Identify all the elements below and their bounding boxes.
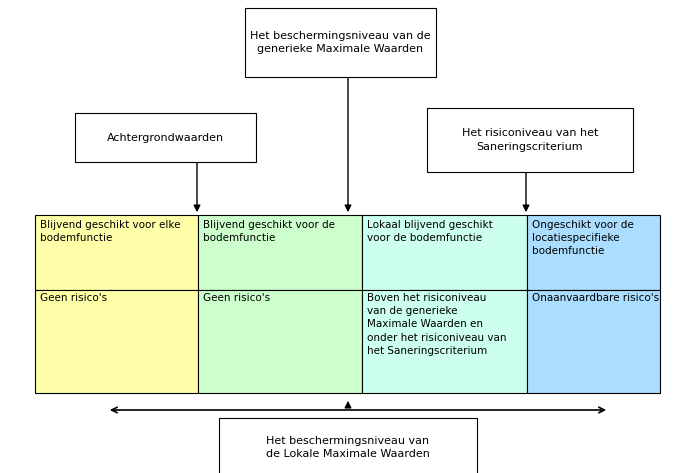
FancyBboxPatch shape — [198, 215, 362, 290]
Text: Het risiconiveau van het
Saneringscriterium: Het risiconiveau van het Saneringscriter… — [462, 128, 598, 152]
Text: Het beschermingsniveau van
de Lokale Maximale Waarden: Het beschermingsniveau van de Lokale Max… — [266, 436, 430, 459]
Text: Lokaal blijvend geschikt
voor de bodemfunctie: Lokaal blijvend geschikt voor de bodemfu… — [367, 220, 493, 243]
Text: Blijvend geschikt voor elke
bodemfunctie: Blijvend geschikt voor elke bodemfunctie — [40, 220, 180, 243]
FancyBboxPatch shape — [75, 113, 257, 162]
FancyBboxPatch shape — [35, 215, 198, 290]
FancyBboxPatch shape — [362, 215, 527, 290]
Text: Boven het risiconiveau
van de generieke
Maximale Waarden en
onder het risiconive: Boven het risiconiveau van de generieke … — [367, 293, 507, 356]
Text: Ongeschikt voor de
locatiespecifieke
bodemfunctie: Ongeschikt voor de locatiespecifieke bod… — [532, 220, 634, 256]
FancyBboxPatch shape — [35, 290, 198, 393]
FancyBboxPatch shape — [219, 418, 477, 473]
FancyBboxPatch shape — [527, 290, 660, 393]
FancyBboxPatch shape — [527, 215, 660, 290]
Text: Blijvend geschikt voor de
bodemfunctie: Blijvend geschikt voor de bodemfunctie — [203, 220, 335, 243]
Text: Geen risico's: Geen risico's — [40, 293, 107, 303]
Text: Geen risico's: Geen risico's — [203, 293, 270, 303]
Text: Het beschermingsniveau van de
generieke Maximale Waarden: Het beschermingsniveau van de generieke … — [250, 31, 431, 54]
Text: Achtergrondwaarden: Achtergrondwaarden — [107, 132, 224, 142]
FancyBboxPatch shape — [198, 290, 362, 393]
FancyBboxPatch shape — [362, 290, 527, 393]
FancyBboxPatch shape — [426, 108, 633, 172]
Text: Onaanvaardbare risico's: Onaanvaardbare risico's — [532, 293, 659, 303]
FancyBboxPatch shape — [245, 8, 436, 78]
